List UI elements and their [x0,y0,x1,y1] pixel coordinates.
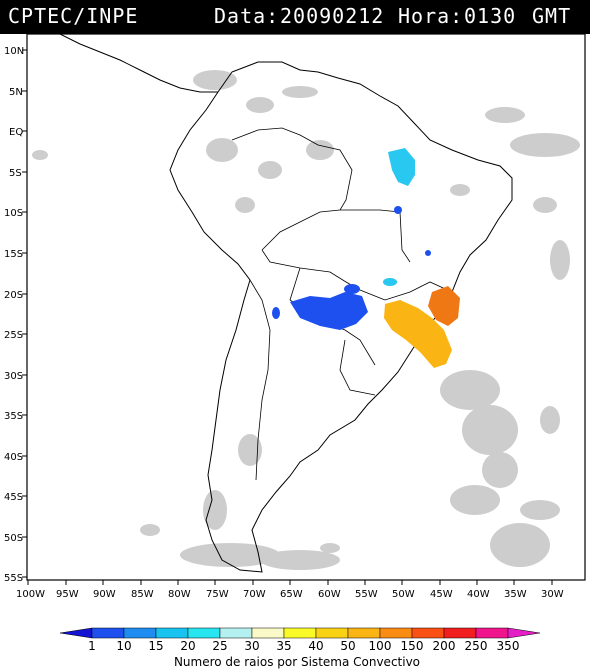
convective-system-south [384,300,452,368]
colorbar-swatch [315,627,349,639]
convective-system-southeast [428,286,460,326]
lat-label: 10N [4,46,24,57]
map-panel: 10N 5N EQ 5S 10S 15S 20S 25S 30S 35S 40S… [4,34,586,600]
colorbar-tick-label: 25 [212,639,227,653]
hour-label: Hora: [398,4,464,28]
date-label: Data: [214,4,280,28]
lon-label: 100W [16,589,45,600]
colorbar-tick-label: 1 [88,639,96,653]
source-label: CPTEC/INPE [8,4,139,28]
colorbar-tick-label: 10 [116,639,131,653]
colorbar-tick-label: 50 [340,639,355,653]
lon-label: 65W [280,589,303,600]
lon-label: 40W [467,589,490,600]
lat-label: 5S [9,168,22,179]
hour-value: 0130 [464,4,517,28]
lon-label: 55W [355,589,378,600]
lon-label: 35W [504,589,527,600]
colorbar-tick-label: 350 [497,639,520,653]
lat-label: 55S [4,573,23,584]
colorbar-swatches [59,627,541,639]
colorbar-title: Numero de raios por Sistema Convectivo [174,655,420,669]
lat-label: EQ [9,127,23,138]
colorbar-tick-label: 200 [433,639,456,653]
lat-label: 30S [4,371,23,382]
lon-label: 75W [206,589,229,600]
continent-outline [169,61,513,573]
central-america-outline [59,34,218,93]
latitude-labels: 10N 5N EQ 5S 10S 15S 20S 25S 30S 35S 40S… [4,46,24,584]
colorbar-swatch [283,627,317,639]
colorbar-swatch [219,627,253,639]
cloud-cover [32,70,580,570]
longitude-labels: 100W 95W 90W 85W 80W 75W 70W 65W 60W 55W… [16,589,564,600]
colorbar-swatch [379,627,413,639]
lon-label: 50W [392,589,415,600]
lightning-colorbar: 1 10 15 20 25 30 35 40 50 100 150 200 250 350 Numero … [59,627,541,669]
country-borders [231,127,453,481]
lon-label: 80W [168,589,191,600]
colorbar-swatch [411,627,445,639]
lat-label: 45S [4,492,23,503]
lat-label: 25S [4,330,23,341]
timezone-label: GMT [532,4,572,28]
colorbar-tick-label: 100 [369,639,392,653]
lat-label: 35S [4,411,23,422]
longitude-ticks [27,580,553,585]
lon-label: 85W [131,589,154,600]
colorbar-tick-label: 30 [244,639,259,653]
lon-label: 95W [56,589,79,600]
lat-label: 15S [4,249,23,260]
title-bar: CPTEC/INPE Data: 20090212 Hora: 0130 GMT [0,0,590,34]
colorbar-swatch [155,627,189,639]
colorbar-swatch [443,627,477,639]
lat-label: 10S [4,208,23,219]
convective-system-paraguay [272,284,368,330]
latitude-ticks [22,49,27,578]
colorbar-tick-label: 40 [308,639,323,653]
colorbar-swatch [123,627,157,639]
lat-label: 20S [4,290,23,301]
lon-label: 70W [243,589,266,600]
lon-label: 30W [541,589,564,600]
date-value: 20090212 [280,4,385,28]
colorbar-tick-label: 35 [276,639,291,653]
colorbar-ticks: 1 10 15 20 25 30 35 40 50 100 150 200 250 350 [88,639,519,653]
colorbar-tick-label: 250 [465,639,488,653]
colorbar-swatch [187,627,221,639]
colorbar-swatch [475,627,509,639]
lon-label: 90W [93,589,116,600]
colorbar-swatch [59,627,93,639]
colorbar-swatch [91,627,125,639]
lat-label: 5N [9,87,23,98]
lat-label: 40S [4,452,23,463]
colorbar-swatch [251,627,285,639]
colorbar-swatch [507,627,541,639]
colorbar-swatch [347,627,381,639]
convective-system-north [383,148,431,286]
colorbar-tick-label: 150 [401,639,424,653]
colorbar-tick-label: 15 [148,639,163,653]
lon-label: 60W [318,589,341,600]
lon-label: 45W [430,589,453,600]
lat-label: 50S [4,533,23,544]
colorbar-tick-label: 20 [180,639,195,653]
